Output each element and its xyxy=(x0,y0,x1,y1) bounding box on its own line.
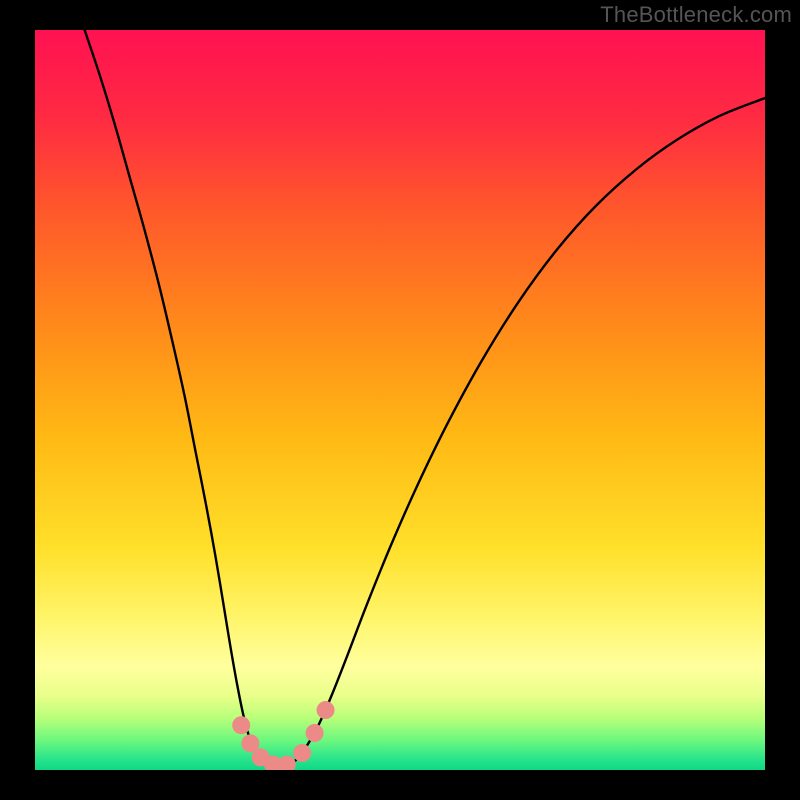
plot-area xyxy=(35,30,765,770)
curve-marker xyxy=(293,744,311,762)
chart-frame: TheBottleneck.com xyxy=(0,0,800,800)
curve-marker xyxy=(306,724,324,742)
marker-group xyxy=(232,701,334,770)
curve-marker xyxy=(232,716,250,734)
bottleneck-curve-left xyxy=(85,30,278,769)
bottleneck-curve-right xyxy=(277,98,765,768)
curve-layer xyxy=(35,30,765,770)
curve-marker xyxy=(278,755,296,770)
curve-marker xyxy=(317,701,335,719)
watermark-label: TheBottleneck.com xyxy=(600,2,792,28)
